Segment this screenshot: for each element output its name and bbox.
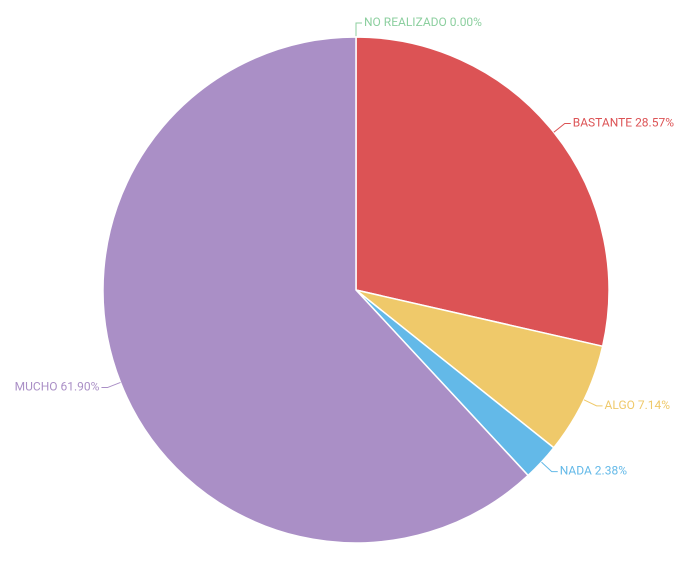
slice-label: ALGO 7.14% [605, 398, 671, 412]
slice-value: 7.14% [638, 398, 670, 412]
slice-value: 2.38% [595, 464, 627, 478]
leader-line [583, 399, 603, 407]
pie-slice [355, 289, 604, 449]
leader-line [541, 461, 558, 473]
leader-line [553, 123, 571, 133]
pie-slice [102, 36, 530, 544]
slice-value: 61.90% [61, 380, 100, 394]
slice-label: BASTANTE 28.57% [573, 116, 674, 130]
slice-value: 28.57% [635, 116, 674, 130]
slice-name: NADA [560, 464, 592, 478]
slice-label: MUCHO 61.90% [15, 380, 100, 394]
pie-slice [355, 36, 610, 348]
slice-label: NADA 2.38% [560, 464, 627, 478]
slice-value: 0.00% [450, 15, 482, 29]
leader-line [355, 22, 362, 37]
slice-name: NO REALIZADO [364, 15, 447, 29]
slice-label: NO REALIZADO 0.00% [364, 15, 482, 29]
slice-name: ALGO [605, 398, 635, 412]
slice-name: BASTANTE [573, 116, 633, 130]
slice-name: MUCHO [15, 380, 58, 394]
leader-line [101, 381, 121, 389]
